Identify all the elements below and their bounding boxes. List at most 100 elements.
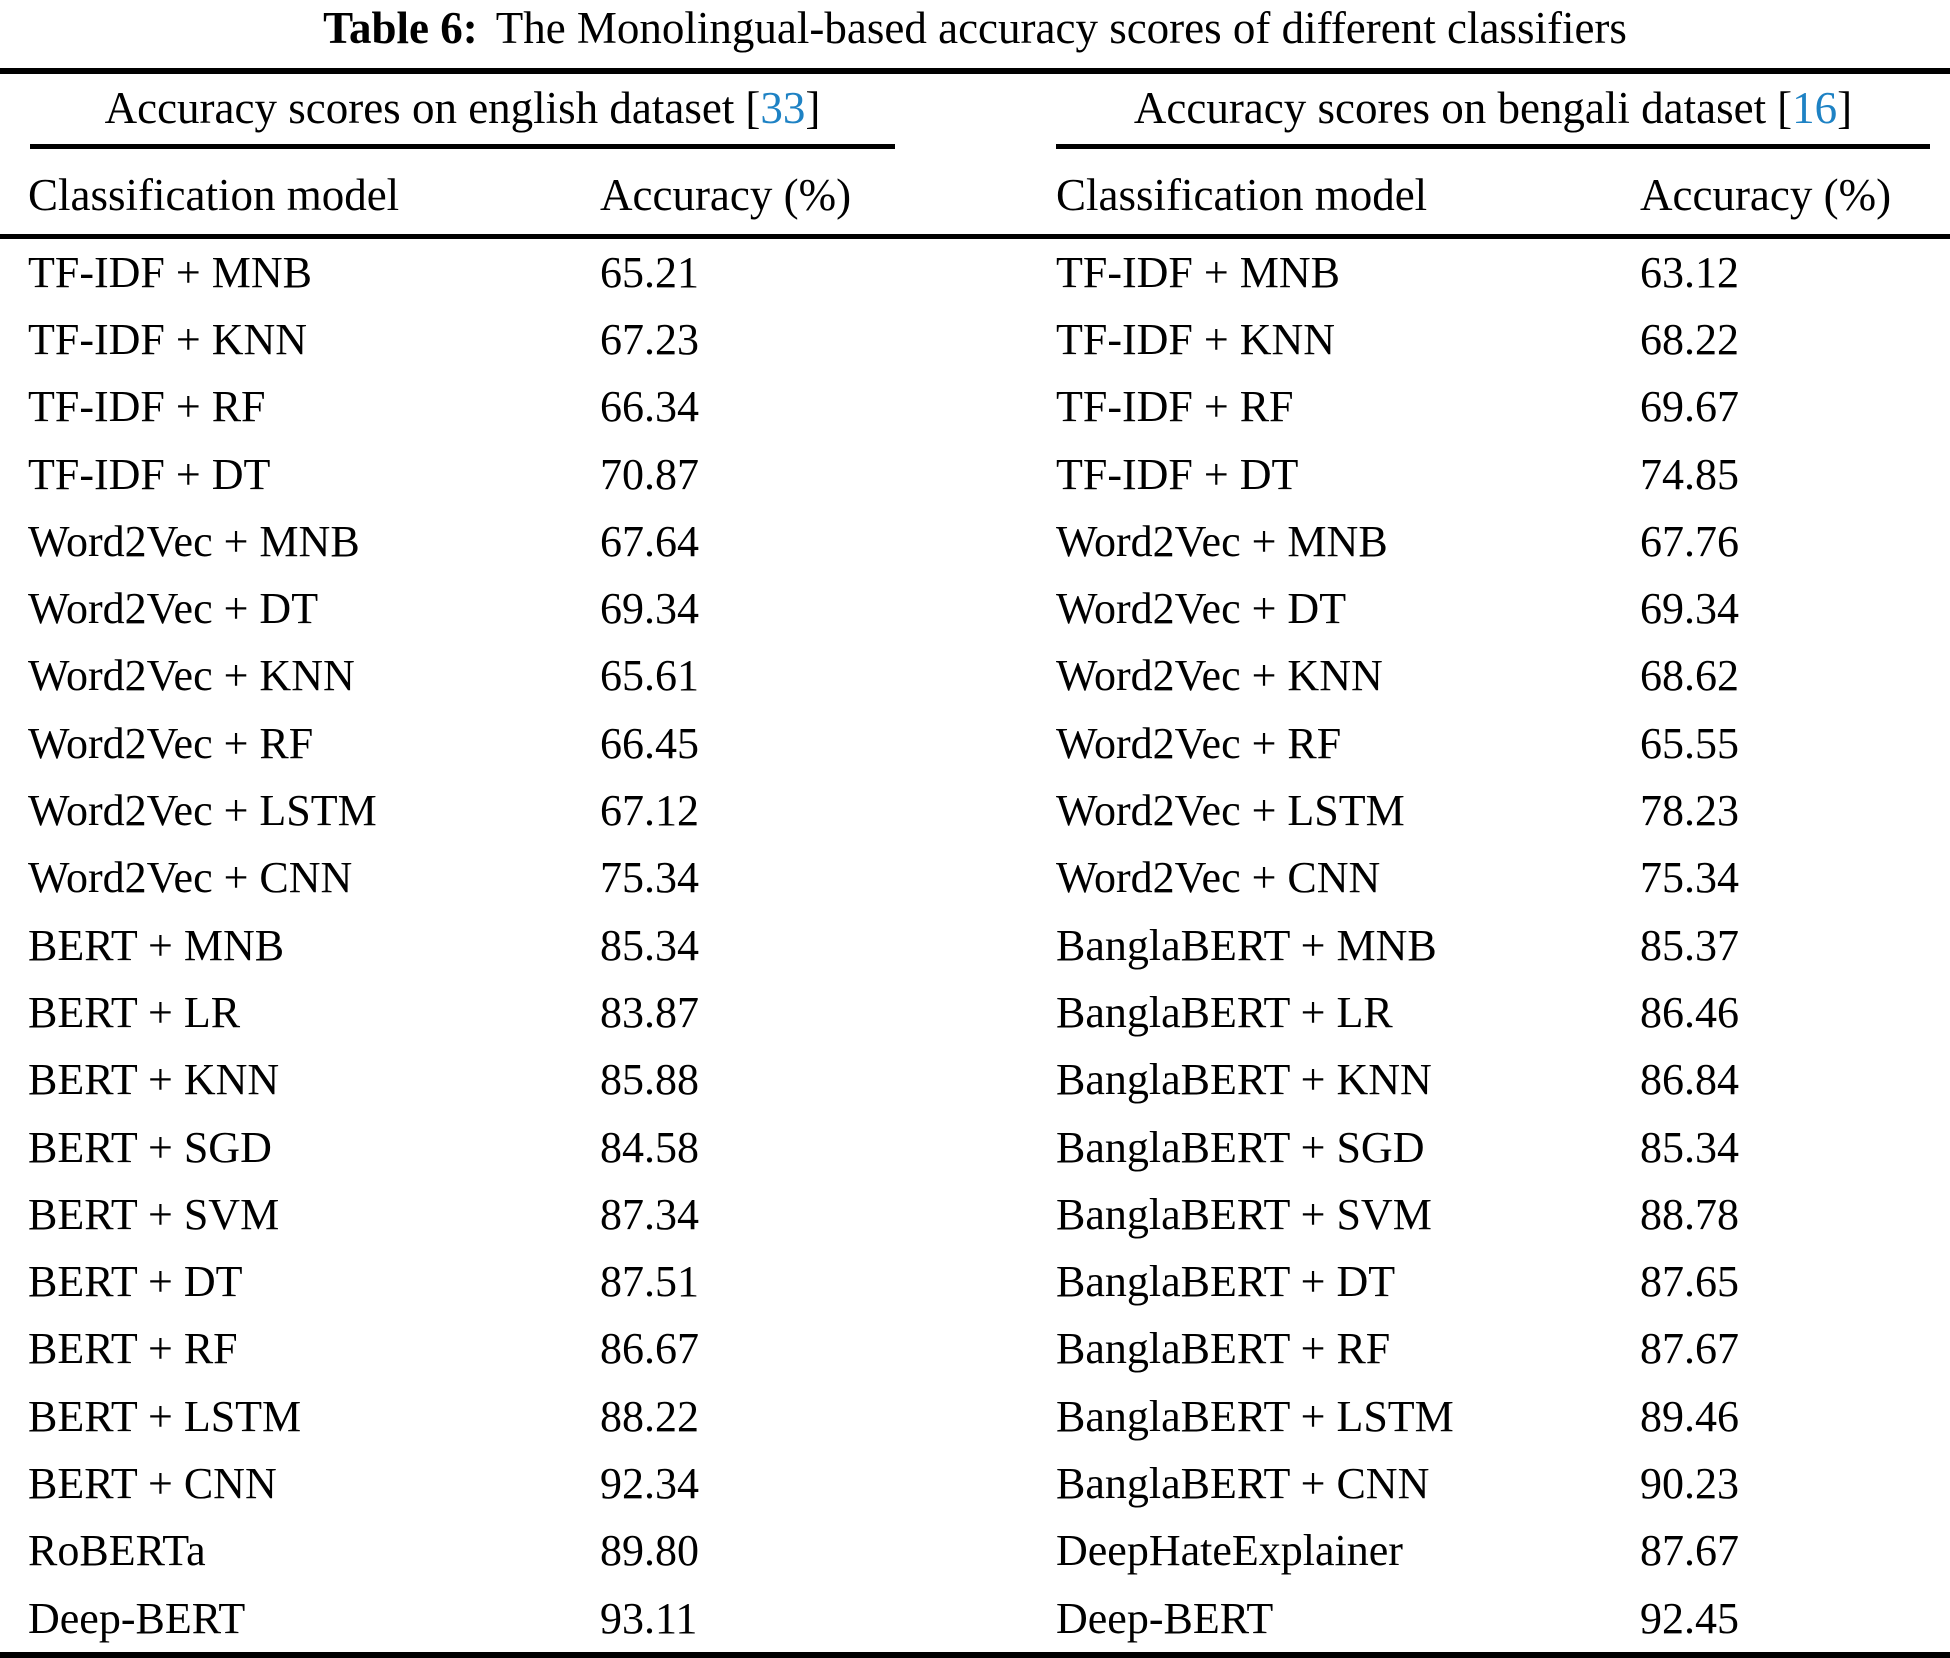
table-row: BERT + MNB 85.34 BanglaBERT + MNB 85.37 <box>0 912 1950 979</box>
bengali-accuracy-cell: 68.22 <box>1640 314 1739 364</box>
bengali-accuracy-cell: 87.67 <box>1640 1526 1739 1576</box>
bottom-rule <box>0 1651 1950 1658</box>
table-row: BERT + KNN 85.88 BanglaBERT + KNN 86.84 <box>0 1046 1950 1113</box>
bengali-accuracy-cell: 68.62 <box>1640 651 1739 701</box>
bengali-accuracy-cell: 67.76 <box>1640 516 1739 566</box>
bengali-model-cell: Deep-BERT <box>1056 1593 1274 1643</box>
bengali-accuracy-cell: 69.67 <box>1640 382 1739 432</box>
bengali-accuracy-cell: 74.85 <box>1640 449 1739 499</box>
english-model-cell: Word2Vec + RF <box>28 718 314 768</box>
citation-bracket-open: [ <box>1777 83 1793 134</box>
citation-link-16[interactable]: 16 <box>1792 83 1838 134</box>
bengali-model-cell: BanglaBERT + MNB <box>1056 920 1437 970</box>
english-model-cell: Word2Vec + KNN <box>28 651 355 701</box>
bengali-accuracy-cell: 92.45 <box>1640 1593 1739 1643</box>
bengali-accuracy-cell: 85.34 <box>1640 1122 1739 1172</box>
english-model-cell: BERT + KNN <box>28 1055 280 1105</box>
english-model-cell: Word2Vec + CNN <box>28 853 353 903</box>
english-accuracy-cell: 85.88 <box>600 1055 699 1105</box>
english-accuracy-cell: 93.11 <box>600 1593 698 1643</box>
english-model-cell: TF-IDF + DT <box>28 449 271 499</box>
table-row: TF-IDF + RF 66.34 TF-IDF + RF 69.67 <box>0 373 1950 440</box>
table-row: BERT + SGD 84.58 BanglaBERT + SGD 85.34 <box>0 1113 1950 1180</box>
table-caption: Table 6: The Monolingual-based accuracy s… <box>0 0 1950 54</box>
english-accuracy-cell: 67.12 <box>600 786 699 836</box>
table-row: BERT + DT 87.51 BanglaBERT + DT 87.65 <box>0 1248 1950 1315</box>
table-row: Word2Vec + DT 69.34 Word2Vec + DT 69.34 <box>0 575 1950 642</box>
group-header-english-text: Accuracy scores on english dataset <box>104 83 735 134</box>
english-accuracy-cell: 87.51 <box>600 1257 699 1307</box>
bengali-model-cell: TF-IDF + DT <box>1056 449 1299 499</box>
bengali-accuracy-cell: 90.23 <box>1640 1459 1739 1509</box>
table-row: Deep-BERT 93.11 Deep-BERT 92.45 <box>0 1585 1950 1652</box>
bengali-accuracy-cell: 69.34 <box>1640 584 1739 634</box>
table-body: TF-IDF + MNB 65.21 TF-IDF + MNB 63.12 TF-IDF… <box>0 239 1950 1652</box>
group-header-english: Accuracy scores on english dataset [33] <box>30 82 895 150</box>
column-header-row: Classification model Accuracy (%) Classi… <box>0 149 1950 239</box>
bengali-model-cell: Word2Vec + KNN <box>1056 651 1383 701</box>
bengali-model-cell: BanglaBERT + SVM <box>1056 1189 1432 1239</box>
english-accuracy-cell: 65.61 <box>600 651 699 701</box>
table-row: RoBERTa 89.80 DeepHateExplainer 87.67 <box>0 1517 1950 1584</box>
top-rule <box>0 68 1950 75</box>
english-accuracy-cell: 65.21 <box>600 247 699 297</box>
bengali-model-cell: TF-IDF + KNN <box>1056 314 1336 364</box>
english-accuracy-cell: 67.64 <box>600 516 699 566</box>
bengali-model-cell: Word2Vec + DT <box>1056 584 1347 634</box>
table-row: TF-IDF + MNB 65.21 TF-IDF + MNB 63.12 <box>0 239 1950 306</box>
bengali-accuracy-column-header: Accuracy (%) <box>1640 170 1892 221</box>
citation-link-33[interactable]: 33 <box>760 83 806 134</box>
table-row: Word2Vec + LSTM 67.12 Word2Vec + LSTM 78.23 <box>0 777 1950 844</box>
bengali-accuracy-cell: 75.34 <box>1640 853 1739 903</box>
english-accuracy-cell: 87.34 <box>600 1189 699 1239</box>
bengali-model-cell: BanglaBERT + RF <box>1056 1324 1391 1374</box>
citation-bracket-open: [ <box>745 83 761 134</box>
english-model-cell: BERT + SVM <box>28 1189 280 1239</box>
english-model-column-header: Classification model <box>28 170 400 221</box>
english-accuracy-cell: 86.67 <box>600 1324 699 1374</box>
citation-bracket-close: ] <box>1837 83 1853 134</box>
table-row: BERT + LR 83.87 BanglaBERT + LR 86.46 <box>0 979 1950 1046</box>
english-model-cell: BERT + SGD <box>28 1122 272 1172</box>
english-accuracy-cell: 70.87 <box>600 449 699 499</box>
english-model-cell: Word2Vec + DT <box>28 584 319 634</box>
bengali-model-cell: Word2Vec + CNN <box>1056 853 1381 903</box>
table-row: Word2Vec + KNN 65.61 Word2Vec + KNN 68.62 <box>0 642 1950 709</box>
bengali-accuracy-cell: 88.78 <box>1640 1189 1739 1239</box>
english-model-cell: BERT + MNB <box>28 920 285 970</box>
english-model-cell: BERT + LSTM <box>28 1391 302 1441</box>
bengali-accuracy-cell: 63.12 <box>1640 247 1739 297</box>
bengali-model-cell: BanglaBERT + LR <box>1056 987 1393 1037</box>
bengali-accuracy-cell: 85.37 <box>1640 920 1739 970</box>
english-accuracy-column-header: Accuracy (%) <box>600 170 852 221</box>
english-accuracy-cell: 67.23 <box>600 314 699 364</box>
english-model-cell: Word2Vec + LSTM <box>28 786 377 836</box>
bengali-accuracy-cell: 86.46 <box>1640 987 1739 1037</box>
bengali-model-cell: Word2Vec + MNB <box>1056 516 1388 566</box>
table-row: BERT + LSTM 88.22 BanglaBERT + LSTM 89.46 <box>0 1383 1950 1450</box>
citation-bracket-close: ] <box>805 83 821 134</box>
english-accuracy-cell: 88.22 <box>600 1391 699 1441</box>
group-header-bengali: Accuracy scores on bengali dataset [16] <box>1056 82 1930 150</box>
table-row: TF-IDF + DT 70.87 TF-IDF + DT 74.85 <box>0 440 1950 507</box>
english-accuracy-cell: 69.34 <box>600 584 699 634</box>
english-accuracy-cell: 85.34 <box>600 920 699 970</box>
english-accuracy-cell: 92.34 <box>600 1459 699 1509</box>
bengali-model-cell: Word2Vec + LSTM <box>1056 786 1405 836</box>
english-accuracy-cell: 75.34 <box>600 853 699 903</box>
table-row: BERT + SVM 87.34 BanglaBERT + SVM 88.78 <box>0 1181 1950 1248</box>
table-row: BERT + RF 86.67 BanglaBERT + RF 87.67 <box>0 1315 1950 1382</box>
bengali-model-cell: TF-IDF + MNB <box>1056 247 1340 297</box>
table-row: BERT + CNN 92.34 BanglaBERT + CNN 90.23 <box>0 1450 1950 1517</box>
table-row: TF-IDF + KNN 67.23 TF-IDF + KNN 68.22 <box>0 306 1950 373</box>
bengali-accuracy-cell: 87.65 <box>1640 1257 1739 1307</box>
bengali-model-cell: BanglaBERT + CNN <box>1056 1459 1430 1509</box>
english-model-cell: BERT + RF <box>28 1324 238 1374</box>
english-model-cell: TF-IDF + RF <box>28 382 266 432</box>
english-accuracy-cell: 66.45 <box>600 718 699 768</box>
caption-label: Table 6: <box>323 3 478 53</box>
english-model-cell: BERT + DT <box>28 1257 243 1307</box>
bengali-accuracy-cell: 86.84 <box>1640 1055 1739 1105</box>
bengali-accuracy-cell: 65.55 <box>1640 718 1739 768</box>
